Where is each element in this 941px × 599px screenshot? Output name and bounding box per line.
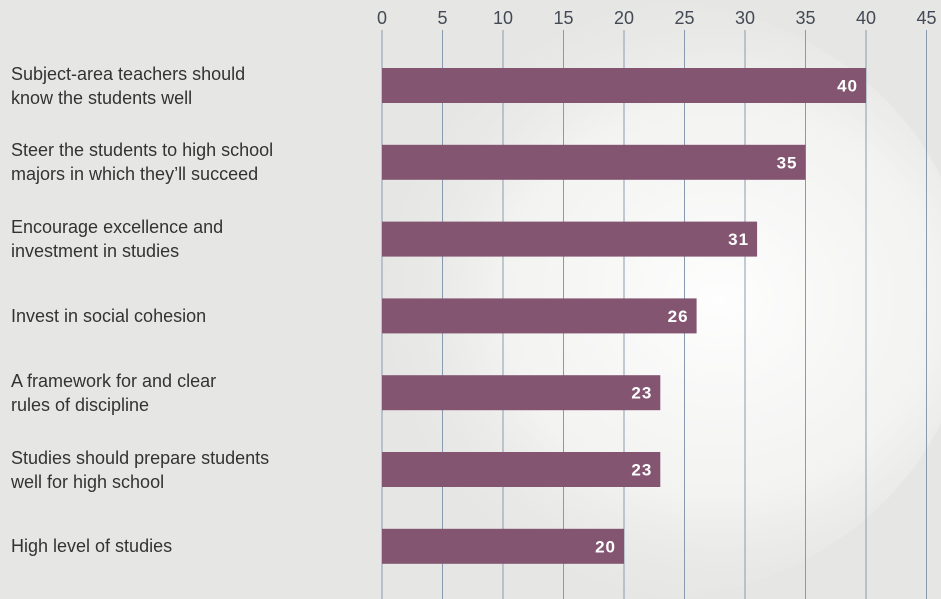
bar-value-label: 31 xyxy=(728,230,749,249)
bar xyxy=(382,221,758,257)
x-tick-label: 25 xyxy=(674,8,694,28)
x-tick-label: 0 xyxy=(377,8,387,28)
x-axis-ticks: 0 5 10 15 20 25 30 35 40 45 xyxy=(377,8,937,28)
category-label: Subject-area teachers should know the stu… xyxy=(11,63,246,108)
x-tick-label: 35 xyxy=(795,8,815,28)
bar-value-label: 23 xyxy=(631,384,652,403)
x-tick-label: 10 xyxy=(493,8,513,28)
bar xyxy=(382,144,806,180)
bar xyxy=(382,452,661,487)
x-tick-label: 40 xyxy=(856,8,876,28)
bar xyxy=(382,68,866,103)
value-labels: 40 35 31 26 23 23 20 xyxy=(595,77,858,557)
category-label: Encourage excellence and investment in st… xyxy=(11,217,224,262)
bar-value-label: 35 xyxy=(777,153,798,172)
x-tick-label: 20 xyxy=(614,8,634,28)
category-label: Invest in social cohesion xyxy=(11,305,207,326)
bar xyxy=(382,528,624,564)
bar xyxy=(382,298,697,334)
bar-value-label: 26 xyxy=(668,307,689,326)
x-tick-label: 45 xyxy=(916,8,936,28)
category-label: Studies should prepare students well for … xyxy=(11,447,270,492)
x-tick-label: 15 xyxy=(553,8,573,28)
category-label: A framework for and clear rules of discip… xyxy=(11,370,217,415)
bars xyxy=(382,68,866,564)
bar-value-label: 23 xyxy=(631,461,652,480)
bar-value-label: 40 xyxy=(837,77,858,96)
category-label: High level of studies xyxy=(11,536,173,557)
bar-value-label: 20 xyxy=(595,537,616,556)
x-tick-label: 5 xyxy=(437,8,447,28)
category-label: Steer the students to high school majors … xyxy=(11,140,274,185)
x-tick-label: 30 xyxy=(735,8,755,28)
bar xyxy=(382,375,661,411)
